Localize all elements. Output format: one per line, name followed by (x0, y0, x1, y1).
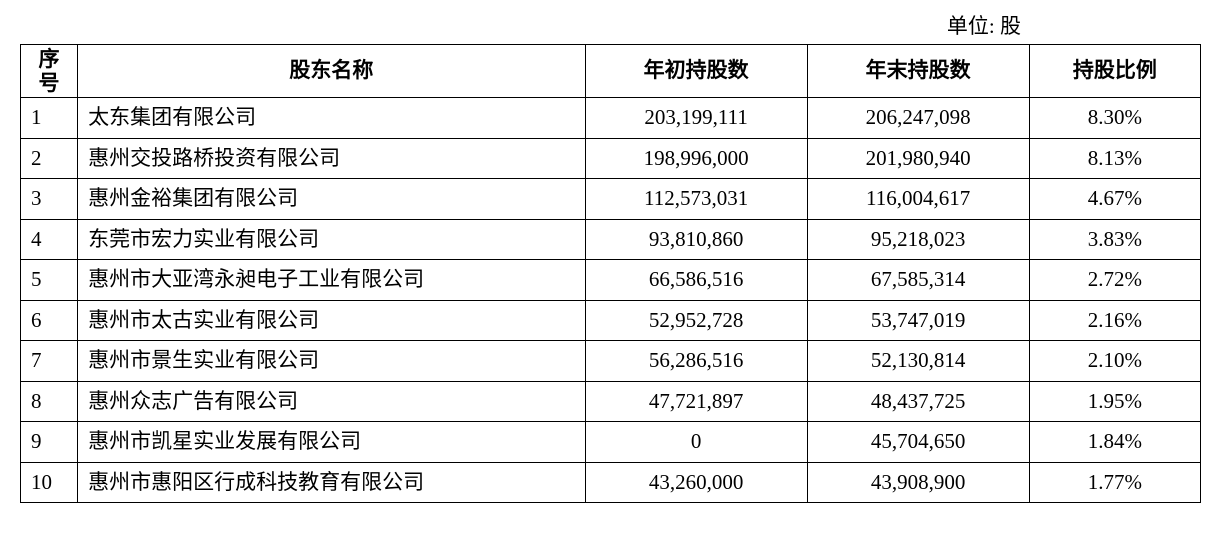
cell-ratio: 2.72% (1029, 260, 1200, 301)
cell-name: 惠州市凯星实业发展有限公司 (78, 422, 586, 463)
cell-end: 206,247,098 (807, 98, 1029, 139)
table-row: 5惠州市大亚湾永昶电子工业有限公司66,586,51667,585,3142.7… (21, 260, 1201, 301)
table-row: 2惠州交投路桥投资有限公司198,996,000201,980,9408.13% (21, 138, 1201, 179)
cell-ratio: 8.30% (1029, 98, 1200, 139)
cell-name: 惠州众志广告有限公司 (78, 381, 586, 422)
table-row: 1太东集团有限公司203,199,111206,247,0988.30% (21, 98, 1201, 139)
table-row: 4东莞市宏力实业有限公司93,810,86095,218,0233.83% (21, 219, 1201, 260)
cell-seq: 3 (21, 179, 78, 220)
cell-name: 惠州市惠阳区行成科技教育有限公司 (78, 462, 586, 503)
cell-name: 惠州市景生实业有限公司 (78, 341, 586, 382)
cell-name: 东莞市宏力实业有限公司 (78, 219, 586, 260)
cell-seq: 7 (21, 341, 78, 382)
cell-begin: 203,199,111 (585, 98, 807, 139)
cell-begin: 198,996,000 (585, 138, 807, 179)
cell-name: 太东集团有限公司 (78, 98, 586, 139)
col-header-seq: 序 号 (21, 45, 78, 98)
cell-name: 惠州市大亚湾永昶电子工业有限公司 (78, 260, 586, 301)
table-row: 3惠州金裕集团有限公司112,573,031116,004,6174.67% (21, 179, 1201, 220)
cell-ratio: 2.10% (1029, 341, 1200, 382)
cell-end: 45,704,650 (807, 422, 1029, 463)
col-header-end: 年末持股数 (807, 45, 1029, 98)
cell-ratio: 4.67% (1029, 179, 1200, 220)
cell-begin: 93,810,860 (585, 219, 807, 260)
cell-name: 惠州市太古实业有限公司 (78, 300, 586, 341)
cell-seq: 6 (21, 300, 78, 341)
cell-ratio: 3.83% (1029, 219, 1200, 260)
cell-end: 95,218,023 (807, 219, 1029, 260)
cell-end: 48,437,725 (807, 381, 1029, 422)
cell-end: 52,130,814 (807, 341, 1029, 382)
shareholder-table: 序 号 股东名称 年初持股数 年末持股数 持股比例 1太东集团有限公司203,1… (20, 44, 1201, 503)
cell-begin: 66,586,516 (585, 260, 807, 301)
cell-seq: 10 (21, 462, 78, 503)
cell-seq: 4 (21, 219, 78, 260)
cell-name: 惠州金裕集团有限公司 (78, 179, 586, 220)
col-header-seq-line1: 序 (25, 47, 73, 71)
cell-begin: 52,952,728 (585, 300, 807, 341)
cell-end: 53,747,019 (807, 300, 1029, 341)
cell-begin: 47,721,897 (585, 381, 807, 422)
table-row: 9惠州市凯星实业发展有限公司045,704,6501.84% (21, 422, 1201, 463)
col-header-name: 股东名称 (78, 45, 586, 98)
cell-ratio: 1.84% (1029, 422, 1200, 463)
cell-begin: 0 (585, 422, 807, 463)
cell-end: 67,585,314 (807, 260, 1029, 301)
cell-ratio: 2.16% (1029, 300, 1200, 341)
col-header-ratio: 持股比例 (1029, 45, 1200, 98)
cell-ratio: 1.95% (1029, 381, 1200, 422)
cell-begin: 43,260,000 (585, 462, 807, 503)
cell-begin: 56,286,516 (585, 341, 807, 382)
table-header-row: 序 号 股东名称 年初持股数 年末持股数 持股比例 (21, 45, 1201, 98)
cell-ratio: 1.77% (1029, 462, 1200, 503)
cell-seq: 9 (21, 422, 78, 463)
col-header-seq-line2: 号 (25, 71, 73, 95)
cell-seq: 5 (21, 260, 78, 301)
cell-name: 惠州交投路桥投资有限公司 (78, 138, 586, 179)
table-body: 1太东集团有限公司203,199,111206,247,0988.30%2惠州交… (21, 98, 1201, 503)
cell-ratio: 8.13% (1029, 138, 1200, 179)
table-row: 7惠州市景生实业有限公司56,286,51652,130,8142.10% (21, 341, 1201, 382)
table-row: 10惠州市惠阳区行成科技教育有限公司43,260,00043,908,9001.… (21, 462, 1201, 503)
unit-label: 单位: 股 (20, 10, 1201, 40)
cell-end: 116,004,617 (807, 179, 1029, 220)
cell-begin: 112,573,031 (585, 179, 807, 220)
table-row: 8惠州众志广告有限公司47,721,89748,437,7251.95% (21, 381, 1201, 422)
cell-seq: 8 (21, 381, 78, 422)
cell-end: 201,980,940 (807, 138, 1029, 179)
cell-end: 43,908,900 (807, 462, 1029, 503)
cell-seq: 1 (21, 98, 78, 139)
table-row: 6惠州市太古实业有限公司52,952,72853,747,0192.16% (21, 300, 1201, 341)
cell-seq: 2 (21, 138, 78, 179)
col-header-begin: 年初持股数 (585, 45, 807, 98)
